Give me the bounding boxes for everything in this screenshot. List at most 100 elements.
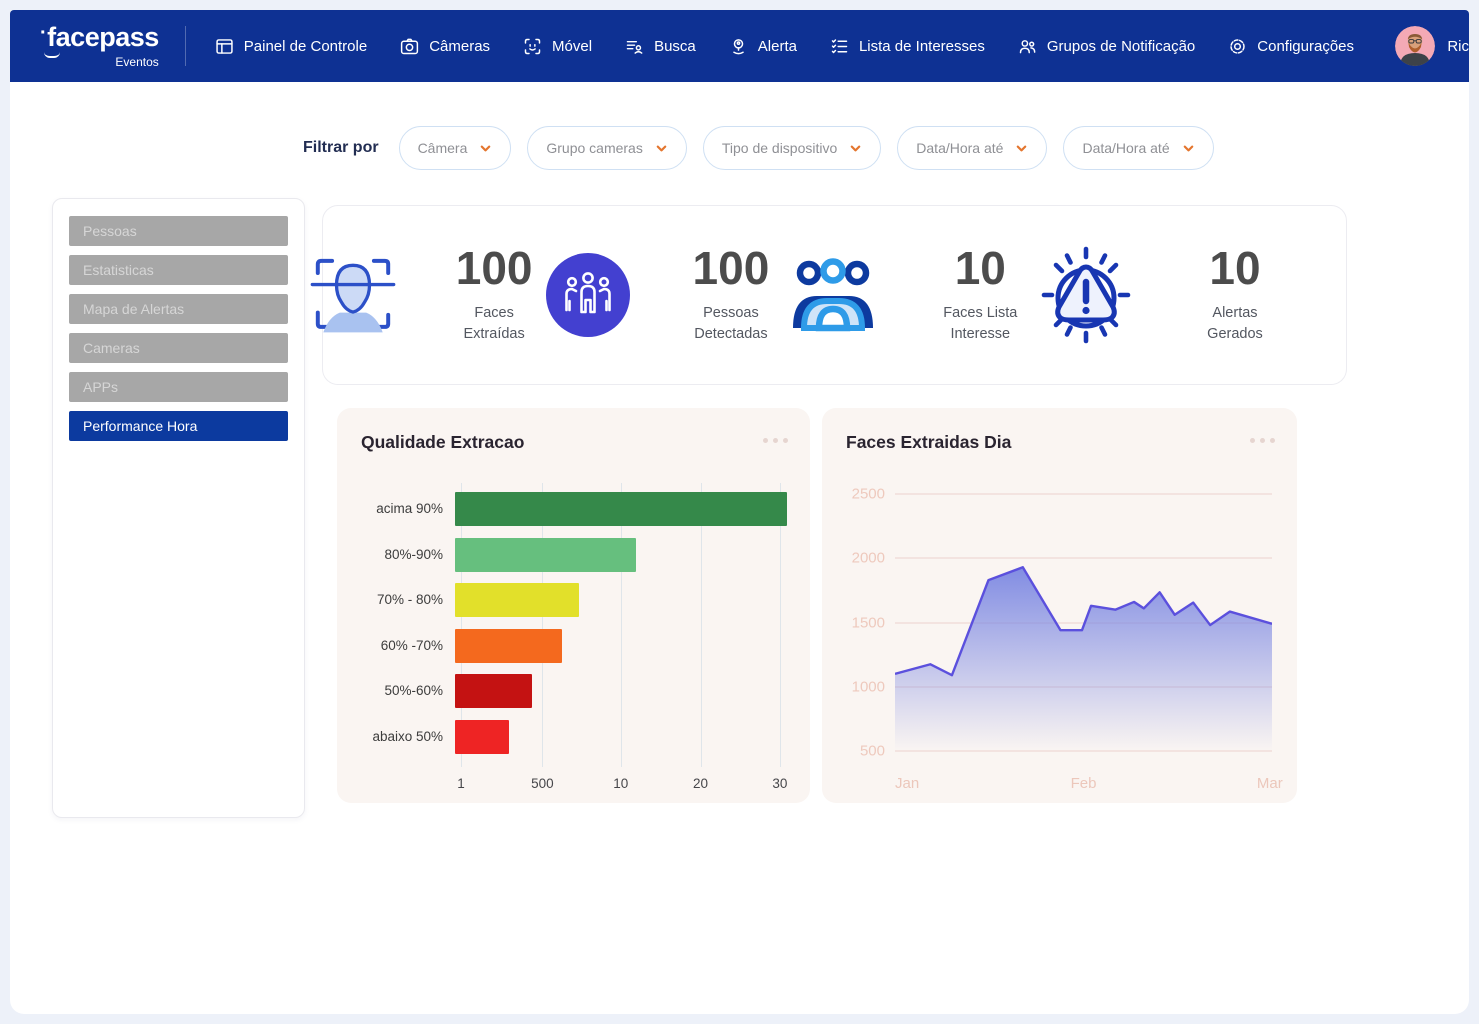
y-tick-label: 1500 [851, 614, 885, 631]
faces-day-chart-title: Faces Extraidas Dia [846, 432, 1012, 452]
stat-value: 10 [1209, 241, 1261, 294]
stat-value: 100 [692, 241, 770, 294]
gridline [895, 493, 1272, 495]
app: · facepass Eventos Painel de Controle Câ… [10, 10, 1469, 1014]
bar-category-label: acima 90% [376, 501, 443, 516]
stat-label: Alertas Gerados [1207, 304, 1263, 342]
stat-label: Faces Extraídas [463, 304, 525, 342]
nav-item-cameras[interactable]: Câmeras [399, 36, 490, 57]
gridline [779, 483, 781, 767]
filter-dropdown-grupo-cameras[interactable]: Grupo cameras [527, 126, 687, 170]
gridline [542, 483, 544, 767]
filter-dropdown-datahora-de[interactable]: Data/Hora até [897, 126, 1048, 170]
y-tick-label: 2500 [851, 485, 885, 503]
bar-1 [455, 492, 787, 526]
x-tick-label: Feb [1070, 775, 1097, 792]
bar-category-label: 60% -70% [380, 637, 443, 653]
nav-item-grupos-de-notificacao[interactable]: Grupos de Notificação [1017, 36, 1195, 57]
nav-items: Painel de Controle Câmeras Móvel Busca A… [214, 36, 1354, 57]
faces-day-chart-card: Faces Extraidas Dia 2500 2000 1500 1000 500 J… [822, 408, 1297, 803]
bar-6 [455, 719, 509, 754]
sidebar: Pessoas Estatisticas Mapa de Alertas Cam… [52, 198, 305, 818]
sidebar-item-apps[interactable]: APPs [69, 372, 288, 402]
stat-value: 10 [954, 241, 1006, 294]
quality-chart-menu[interactable] [763, 438, 788, 443]
gridline [461, 483, 463, 767]
stat-faces-lista-interesse: 10 Faces Lista Interesse [785, 245, 1034, 345]
filter-dropdown-camera[interactable]: Câmera [398, 126, 512, 170]
sidebar-item-performance-hora[interactable]: Performance Hora [69, 411, 288, 441]
nav-item-busca[interactable]: Busca [624, 36, 696, 57]
stat-label: Pessoas Detectadas [694, 304, 768, 342]
people-circle-icon [546, 253, 631, 337]
alert-triangle-icon [1041, 246, 1131, 344]
brand-subtitle: Eventos [115, 54, 159, 69]
face-extract-icon [310, 258, 396, 333]
bar-category-label: 70% - 80% [376, 592, 443, 607]
camera-icon [401, 38, 419, 54]
filter-dropdown-tipo-dispositivo[interactable]: Tipo de dispositivo [702, 126, 882, 170]
x-tick-label: 10 [613, 776, 629, 791]
face-scan-icon [524, 38, 541, 54]
x-tick-label: 500 [531, 776, 554, 791]
quality-chart-title: Qualidade Extracao [361, 432, 525, 452]
people-icon [1019, 39, 1036, 53]
nav-item-configuracoes[interactable]: Configurações [1227, 36, 1354, 57]
sidebar-item-cameras[interactable]: Cameras [69, 333, 288, 363]
main-content: Filtrar por Câmera Grupo cameras Tipo de… [10, 82, 1469, 1014]
y-tick-label: 2000 [851, 549, 885, 567]
search-list-icon [626, 40, 643, 54]
sidebar-item-estatisticas[interactable]: Estatisticas [69, 255, 288, 285]
nav-item-lista-de-interesses[interactable]: Lista de Interesses [829, 36, 985, 57]
gear-icon [1230, 38, 1246, 54]
bar-3 [455, 583, 579, 617]
area-series [895, 494, 1272, 751]
chevron-down-icon [1183, 145, 1193, 151]
bar-category-label: abaixo 50% [372, 728, 443, 744]
bar-category-label: 50%-60% [384, 683, 443, 698]
chevron-down-icon [1017, 145, 1027, 151]
stats-card: 100 Faces Extraídas [310, 205, 1347, 385]
stat-pessoas-detectadas: 100 Pessoas Detectadas [545, 245, 784, 345]
bar-category-label: 80%-90% [384, 546, 443, 562]
brand-logo: · facepass Eventos [40, 21, 159, 69]
stat-faces-extraidas: 100 Faces Extraídas [309, 245, 545, 345]
filter-dropdown-datahora-ate[interactable]: Data/Hora até [1063, 126, 1214, 170]
chevron-down-icon [850, 145, 861, 151]
x-tick-label: Mar [1256, 775, 1283, 792]
gridline [620, 483, 622, 767]
faces-day-chart-menu[interactable] [1250, 438, 1275, 443]
bar-2 [455, 537, 636, 572]
stat-alertas-gerados: 10 Alertas Gerados [1034, 243, 1286, 347]
y-tick-label: 500 [859, 742, 885, 760]
x-tick-label: 20 [693, 776, 709, 791]
nav-divider [184, 26, 186, 66]
chevron-down-icon [481, 145, 491, 151]
top-navbar: · facepass Eventos Painel de Controle Câ… [10, 10, 1469, 82]
brand-name: facepass [47, 21, 159, 52]
x-tick-label: 1 [457, 776, 465, 791]
nav-item-alerta[interactable]: Alerta [728, 36, 797, 57]
sidebar-item-mapa-de-alertas[interactable]: Mapa de Alertas [69, 294, 288, 324]
quality-bar-plot: 1 500 10 20 30 acima 90% 80%-90% 70% - 80% 60% -… [372, 483, 790, 791]
stat-value: 100 [455, 241, 533, 294]
x-tick-label: Jan [895, 775, 920, 792]
bar-4 [455, 628, 563, 663]
x-tick-label: 30 [772, 776, 788, 791]
gridline [700, 483, 702, 767]
gridline [895, 750, 1272, 752]
bar-5 [455, 674, 533, 708]
user-avatar[interactable] [1395, 26, 1436, 66]
logo-dot: · [40, 21, 47, 44]
y-tick-label: 1000 [851, 678, 885, 696]
nav-item-painel-de-controle[interactable]: Painel de Controle [214, 36, 367, 57]
nav-item-movel[interactable]: Móvel [522, 36, 592, 57]
filter-label: Filtrar por [303, 139, 379, 156]
user-menu[interactable]: Ric [1395, 26, 1469, 66]
sidebar-item-pessoas[interactable]: Pessoas [69, 216, 288, 246]
avatar-image [1395, 26, 1436, 66]
checklist-icon [831, 38, 848, 53]
filter-bar: Filtrar por Câmera Grupo cameras Tipo de… [303, 126, 1230, 170]
panel-icon [216, 38, 233, 54]
interest-group-icon [792, 258, 873, 332]
